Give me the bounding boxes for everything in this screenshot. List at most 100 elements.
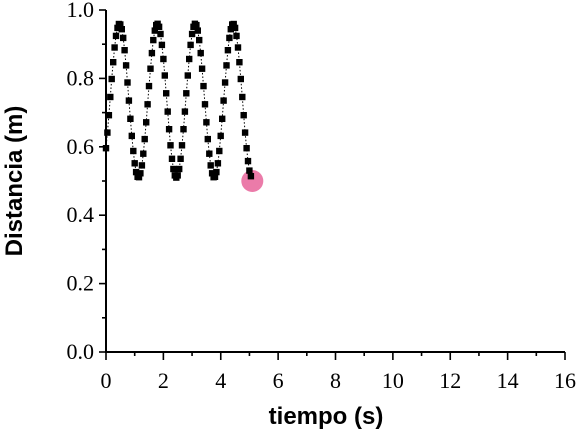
- data-point: [200, 82, 207, 90]
- data-point: [176, 165, 183, 173]
- data-point: [164, 108, 171, 115]
- y-axis-title: Distancia (m): [1, 106, 28, 257]
- data-point: [247, 173, 255, 180]
- data-point: [224, 47, 232, 54]
- data-point: [125, 97, 133, 104]
- y-tick-label: 0.6: [67, 134, 95, 159]
- x-tick-label: 6: [273, 368, 284, 393]
- data-point: [213, 168, 220, 176]
- y-tick-label: 0.8: [67, 65, 95, 90]
- data-point: [197, 49, 204, 57]
- data-point: [121, 47, 128, 54]
- data-point: [178, 142, 186, 149]
- data-point: [193, 21, 200, 29]
- data-point: [174, 172, 181, 179]
- data-point: [155, 23, 163, 30]
- x-tick-label: 0: [101, 368, 112, 393]
- data-point: [160, 55, 167, 63]
- axes: [105, 10, 565, 353]
- data-point: [216, 147, 223, 155]
- data-point: [239, 93, 246, 101]
- data-point: [244, 157, 252, 165]
- data-point: [131, 160, 138, 167]
- data-point: [230, 20, 237, 28]
- data-point: [141, 135, 148, 143]
- data-point: [122, 62, 130, 69]
- ticks: [99, 9, 566, 360]
- data-point: [111, 44, 118, 51]
- data-point: [108, 75, 115, 83]
- data-point: [204, 135, 211, 143]
- y-tick-label: 0.0: [67, 339, 95, 364]
- data-point: [196, 36, 203, 44]
- data-point: [143, 119, 150, 126]
- x-tick-label: 10: [382, 368, 404, 393]
- data-point: [120, 34, 127, 42]
- data-point: [147, 65, 154, 72]
- data-point: [140, 150, 147, 157]
- data-point: [165, 126, 173, 133]
- data-point: [227, 26, 234, 33]
- data-point: [187, 41, 194, 49]
- data-point: [226, 34, 233, 42]
- data-point: [145, 82, 153, 90]
- data-point: [161, 72, 168, 79]
- data-point: [237, 75, 244, 83]
- x-tick-label: 12: [439, 368, 461, 393]
- data-point: [246, 167, 253, 174]
- data-point: [201, 101, 209, 108]
- y-tick-label: 0.4: [67, 202, 95, 227]
- y-tick-label: 0.2: [67, 271, 95, 296]
- data-point: [163, 90, 170, 97]
- data-point: [128, 132, 135, 140]
- data-point: [186, 55, 193, 63]
- data-series: [102, 20, 264, 192]
- data-point: [220, 97, 227, 104]
- data-point: [198, 65, 206, 72]
- data-point: [219, 115, 226, 122]
- data-point: [102, 145, 110, 152]
- x-tick-label: 16: [554, 368, 576, 393]
- x-tick-label: 14: [497, 368, 519, 393]
- data-point: [104, 129, 111, 136]
- data-point: [168, 155, 176, 162]
- data-point: [236, 59, 243, 66]
- data-point: [241, 129, 249, 136]
- data-point: [127, 115, 134, 122]
- data-point: [188, 30, 196, 38]
- data-point: [233, 32, 240, 40]
- data-point: [132, 168, 140, 176]
- x-tick-label: 8: [330, 368, 341, 393]
- data-point: [150, 36, 157, 44]
- data-point: [137, 170, 144, 177]
- data-point: [243, 145, 250, 152]
- data-point: [112, 32, 120, 40]
- data-point: [117, 21, 124, 28]
- data-point: [208, 170, 216, 177]
- data-point: [214, 160, 222, 167]
- data-point: [135, 174, 143, 181]
- data-point: [130, 147, 137, 155]
- data-point: [184, 72, 191, 79]
- data-point: [110, 59, 117, 66]
- data-point: [177, 155, 184, 162]
- data-point: [151, 27, 158, 34]
- data-point: [183, 90, 190, 97]
- data-point: [221, 79, 229, 86]
- data-point: [234, 44, 242, 51]
- data-point: [181, 108, 189, 115]
- data-point: [223, 62, 230, 69]
- data-point: [203, 119, 210, 126]
- data-point: [194, 27, 201, 34]
- x-tick-label: 2: [158, 368, 169, 393]
- data-point: [114, 24, 121, 32]
- data-point: [144, 101, 151, 108]
- data-point: [231, 24, 239, 32]
- data-point: [217, 132, 224, 140]
- data-point: [207, 162, 214, 169]
- data-point: [180, 126, 187, 133]
- data-point: [167, 142, 174, 149]
- data-point: [124, 79, 131, 86]
- data-point: [240, 112, 247, 119]
